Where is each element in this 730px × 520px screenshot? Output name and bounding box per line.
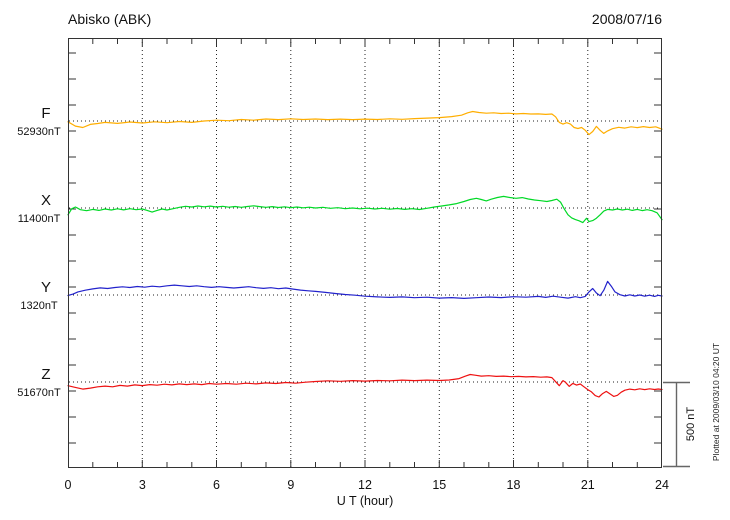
series-Y-baseline-value: 1320nT xyxy=(20,300,58,312)
series-Z-name: Z xyxy=(41,366,50,383)
plotted-at-note: Plotted at 2009/03/10 04:20 UT xyxy=(711,343,721,461)
series-X-name: X xyxy=(41,192,51,209)
series-F-name: F xyxy=(41,105,50,122)
plot-date: 2008/07/16 xyxy=(592,11,662,27)
x-tick-label-12: 12 xyxy=(358,478,372,492)
trace-Y xyxy=(67,280,663,299)
series-F-baseline-value: 52930nT xyxy=(17,126,61,138)
data-traces xyxy=(67,110,663,398)
x-tick-label-21: 21 xyxy=(581,478,595,492)
scale-bar-label: 500 nT xyxy=(685,407,697,442)
x-tick-label-18: 18 xyxy=(507,478,521,492)
trace-F xyxy=(67,110,663,136)
x-tick-label-9: 9 xyxy=(287,478,294,492)
x-tick-label-6: 6 xyxy=(213,478,220,492)
x-tick-label-24: 24 xyxy=(655,478,669,492)
x-axis-label: U T (hour) xyxy=(337,494,394,508)
series-X-baseline-value: 11400nT xyxy=(18,213,61,225)
x-tick-label-3: 3 xyxy=(139,478,146,492)
trace-Z xyxy=(67,373,663,398)
series-Z-baseline-value: 51670nT xyxy=(17,387,61,399)
axis-ticks xyxy=(69,38,661,468)
trace-X xyxy=(67,195,663,224)
plot-frame xyxy=(68,38,662,468)
x-tick-label-0: 0 xyxy=(65,478,72,492)
series-Y-name: Y xyxy=(41,279,51,296)
x-tick-label-15: 15 xyxy=(432,478,446,492)
grid-lines xyxy=(141,38,589,468)
page-title: Abisko (ABK) xyxy=(68,11,151,27)
